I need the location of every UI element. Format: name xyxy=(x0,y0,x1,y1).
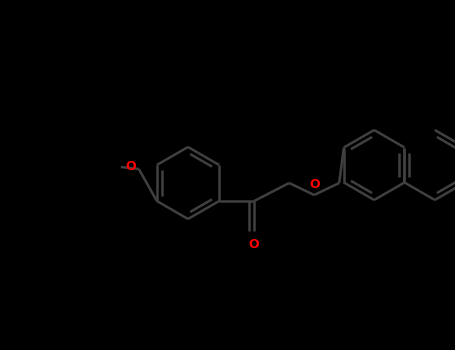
Text: O: O xyxy=(249,238,259,252)
Text: O: O xyxy=(126,161,136,174)
Text: O: O xyxy=(310,178,320,191)
